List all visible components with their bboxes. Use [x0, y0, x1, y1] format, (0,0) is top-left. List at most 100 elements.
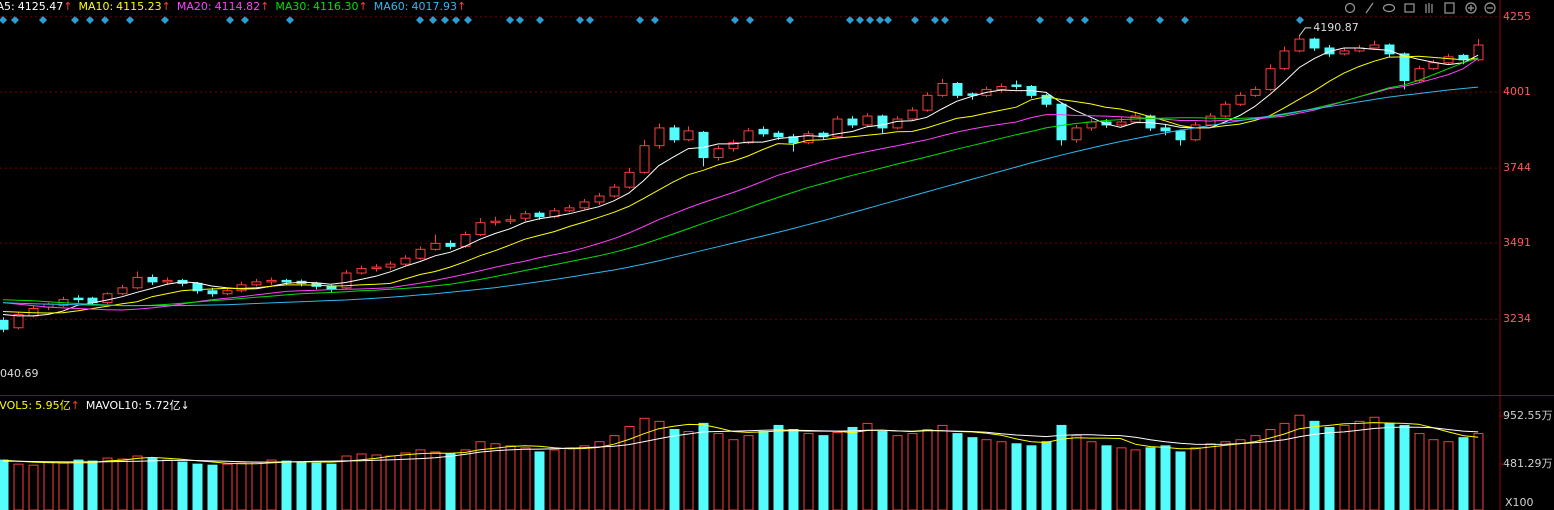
copy-button[interactable] [1444, 2, 1455, 14]
volume-bar [1428, 439, 1439, 510]
signal-marker [506, 16, 514, 24]
volume-bar [177, 461, 188, 510]
zoom-out-button[interactable] [1484, 2, 1496, 14]
legend-name: MA5: [0, 0, 15, 13]
signal-marker [931, 16, 939, 24]
candle-body [13, 313, 24, 329]
candle-body [1145, 115, 1156, 129]
signal-marker [731, 16, 739, 24]
volume-bar [1071, 435, 1082, 510]
y-tick-label: 3491 [1503, 236, 1531, 249]
volume-bar [356, 453, 367, 510]
volume-bar [296, 461, 307, 510]
candle-body [162, 279, 173, 283]
candle-body [117, 287, 128, 295]
volume-bar [743, 435, 754, 510]
candle-body [534, 212, 545, 218]
signal-marker [126, 16, 134, 24]
high-pointer [1298, 27, 1312, 37]
candle-body [371, 266, 382, 270]
signal-marker [884, 16, 892, 24]
signal-marker [846, 16, 854, 24]
legend-trend: ↑ [63, 0, 72, 13]
volume-bar [564, 447, 575, 510]
volume-bar [385, 455, 396, 510]
volume-bar [87, 460, 98, 510]
volume-bar [1399, 424, 1410, 510]
volume-bar [847, 426, 858, 510]
volume-bar [907, 433, 918, 510]
candle-body [207, 290, 218, 295]
signal-marker [651, 16, 659, 24]
volume-bar [1011, 443, 1022, 510]
volume-bar [981, 439, 992, 510]
low-label: 040.69 [0, 367, 39, 380]
volume-bar [698, 422, 709, 510]
candle-body [773, 132, 784, 138]
candle-body [281, 279, 292, 283]
candle-body [937, 83, 948, 96]
hand-button[interactable] [1425, 3, 1433, 13]
volume-bar [222, 463, 233, 510]
signal-marker [416, 16, 424, 24]
volume-bar [1369, 416, 1380, 510]
volume-bar [1041, 441, 1052, 510]
zoom-in-button[interactable] [1465, 2, 1477, 14]
candle-body [609, 186, 620, 197]
signal-marker [0, 16, 7, 24]
candle-body [1220, 103, 1231, 117]
toolbar [1344, 2, 1496, 14]
volume-bar [1086, 441, 1097, 510]
volume-bar [1205, 443, 1216, 510]
volume-bar [1458, 437, 1469, 510]
signal-marker [586, 16, 594, 24]
volume-bar [788, 429, 799, 510]
settings-button[interactable] [1344, 2, 1356, 14]
volume-bar [73, 459, 84, 510]
zoom-in-icon [1468, 5, 1474, 11]
draw-button[interactable] [1365, 2, 1374, 14]
signal-marker [1036, 16, 1044, 24]
signal-marker [576, 16, 584, 24]
legend-name: MA10: [78, 0, 113, 13]
ma-line [2, 86, 1479, 307]
candle-body [1011, 84, 1022, 87]
candle-body [1279, 50, 1290, 70]
legend-name: MAVOL10: [86, 399, 142, 412]
candle-body [266, 279, 277, 283]
signal-marker [516, 16, 524, 24]
box-button[interactable] [1404, 3, 1415, 13]
candle-body [847, 118, 858, 126]
candle-body [1428, 62, 1439, 70]
volume-bar [669, 429, 680, 510]
signal-marker [1126, 16, 1134, 24]
signal-marker [39, 16, 47, 24]
candle-body [683, 130, 694, 141]
candle-body [594, 195, 605, 203]
candle-body [996, 85, 1007, 90]
volume-bar [639, 417, 650, 510]
volume-bar [1056, 424, 1067, 510]
volume-bar [683, 431, 694, 510]
signal-marker [101, 16, 109, 24]
candle-body [341, 272, 352, 289]
view-button[interactable] [1382, 3, 1396, 13]
signal-marker [876, 16, 884, 24]
signal-marker [241, 16, 249, 24]
volume-bar [1294, 414, 1305, 510]
legend-trend: ↑ [260, 0, 269, 13]
volume-bar [102, 457, 113, 510]
candle-body [385, 263, 396, 268]
legend-value: 4115.23 [116, 0, 162, 13]
volume-bar [132, 455, 143, 510]
legend-value: 4116.30 [313, 0, 359, 13]
volume-bar [326, 463, 337, 510]
candle-body [579, 201, 590, 209]
volume-bar [415, 449, 426, 510]
volume-bar [922, 429, 933, 510]
legend-value: 4017.93 [411, 0, 457, 13]
volume-bar [1250, 435, 1261, 510]
candle-body [1190, 124, 1201, 141]
candle-body [1250, 88, 1261, 96]
candle-body [1175, 130, 1186, 141]
